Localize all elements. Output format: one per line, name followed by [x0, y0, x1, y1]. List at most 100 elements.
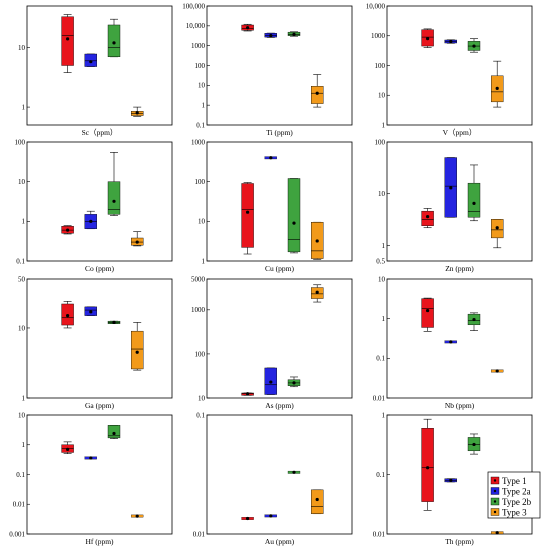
- panel-6: 0.5 1 10 100 Zn (ppm): [375, 138, 533, 273]
- box-type-3: [491, 531, 504, 535]
- x-axis-label: V（ppm）: [443, 128, 477, 137]
- y-tick-label: 1: [382, 411, 386, 419]
- y-tick-label: 1: [22, 103, 26, 111]
- box-type-2b: [107, 151, 121, 216]
- box-type-1: [61, 301, 74, 329]
- panel-frame: [386, 5, 533, 126]
- mean-point: [449, 186, 453, 190]
- mean-point: [449, 478, 453, 482]
- x-axis-label: Au (ppm): [265, 537, 295, 546]
- y-tick-label: 10: [378, 190, 386, 198]
- mean-point: [112, 431, 116, 436]
- box-body: [467, 182, 481, 218]
- y-tick-label: 0.1: [196, 411, 205, 419]
- legend-swatch-dot: [493, 489, 497, 493]
- box-type-2b: [287, 470, 301, 474]
- mean-point: [246, 210, 250, 214]
- box-type-2a: [84, 306, 98, 316]
- mean-point: [292, 470, 296, 474]
- x-axis-label: Hf (ppm): [85, 537, 114, 546]
- legend-label: Type 2b: [502, 497, 532, 507]
- box-type-2a: [444, 478, 457, 483]
- y-tick-label: 1000: [191, 42, 206, 50]
- y-tick-label: 0.1: [376, 471, 385, 479]
- mean-point: [135, 240, 139, 244]
- mean-point: [315, 290, 319, 294]
- y-tick-label: 0.01: [373, 530, 386, 538]
- y-tick-label: 1: [202, 257, 206, 265]
- mean-point: [315, 497, 319, 502]
- mean-point: [112, 199, 116, 203]
- y-tick-label: 5000: [191, 275, 206, 283]
- mean-point: [269, 380, 273, 384]
- mean-point: [449, 340, 453, 344]
- panel-frame: [386, 278, 533, 399]
- box-type-2b: [467, 38, 481, 53]
- y-tick-label: 1: [382, 315, 386, 323]
- legend-swatch-dot: [493, 479, 497, 482]
- box-type-2a: [444, 39, 457, 44]
- box-body: [107, 24, 121, 58]
- x-axis-label: Sc（ppm）: [82, 128, 118, 137]
- mean-point: [89, 456, 93, 460]
- y-tick-label: 10: [18, 178, 26, 186]
- box-type-2b: [467, 433, 481, 455]
- y-tick-label: 100: [195, 350, 206, 358]
- panel-5: 1 10 100 1000 Cu (ppm): [191, 138, 353, 273]
- mean-point: [269, 34, 273, 38]
- box-type-2a: [444, 340, 457, 344]
- y-tick-label: 0.1: [196, 121, 205, 129]
- y-tick-label: 0.001: [9, 530, 25, 538]
- box-body: [421, 298, 434, 328]
- mean-point: [269, 156, 273, 160]
- y-tick-label: 10,000: [186, 22, 206, 30]
- box-type-2b: [287, 31, 301, 37]
- box-type-2a: [264, 367, 277, 395]
- box-body: [311, 86, 324, 104]
- box-type-2a: [264, 156, 277, 160]
- box-body: [130, 330, 144, 370]
- mean-point: [66, 447, 70, 451]
- panel-11: 0.01 0.1 Au (ppm): [193, 411, 353, 546]
- box-body: [421, 210, 434, 226]
- box-type-3: [130, 231, 144, 247]
- y-tick-label: 0.01: [193, 530, 206, 538]
- mean-point: [135, 514, 139, 518]
- mean-point: [246, 516, 250, 521]
- y-tick-label: 0.01: [13, 501, 26, 509]
- mean-point: [472, 317, 476, 322]
- legend-swatch-dot: [493, 510, 497, 514]
- box-type-3: [311, 74, 324, 108]
- legend-label: Type 1: [502, 476, 527, 486]
- box-body: [107, 181, 121, 215]
- mean-point: [89, 60, 93, 64]
- y-tick-label: 50: [18, 275, 26, 283]
- box-type-3: [311, 221, 324, 260]
- y-tick-label: 10: [198, 394, 206, 402]
- y-tick-label: 1: [202, 102, 206, 110]
- box-type-2a: [264, 514, 277, 518]
- panel-8: 10 100 1000 5000 As (ppm): [191, 275, 353, 410]
- box-type-2a: [84, 210, 98, 230]
- panel-frame: [386, 141, 533, 262]
- box-type-2b: [287, 376, 301, 388]
- mean-point: [472, 201, 476, 205]
- box-body: [421, 428, 434, 502]
- box-type-1: [241, 516, 254, 521]
- box-type-3: [491, 219, 504, 249]
- x-axis-label: Cu (ppm): [265, 264, 294, 273]
- box-type-2b: [467, 164, 481, 222]
- box-type-2b: [107, 320, 121, 325]
- box-type-2b: [467, 312, 481, 331]
- box-type-1: [241, 23, 254, 32]
- mean-point: [472, 44, 476, 48]
- box-body: [107, 425, 121, 439]
- panel-frame: [26, 414, 173, 535]
- y-tick-label: 10,000: [366, 2, 386, 10]
- panel-4: 0.1 1 10 100 Co (ppm): [15, 138, 173, 273]
- y-tick-label: 0.1: [376, 355, 385, 363]
- box-type-1: [421, 418, 434, 511]
- legend-label: Type 3: [502, 508, 527, 518]
